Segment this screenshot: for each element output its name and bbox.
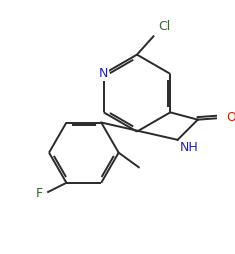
Text: N: N [99,67,108,80]
Text: O: O [227,111,235,124]
Text: Cl: Cl [158,20,170,33]
Text: F: F [35,187,43,200]
Text: NH: NH [180,141,198,154]
